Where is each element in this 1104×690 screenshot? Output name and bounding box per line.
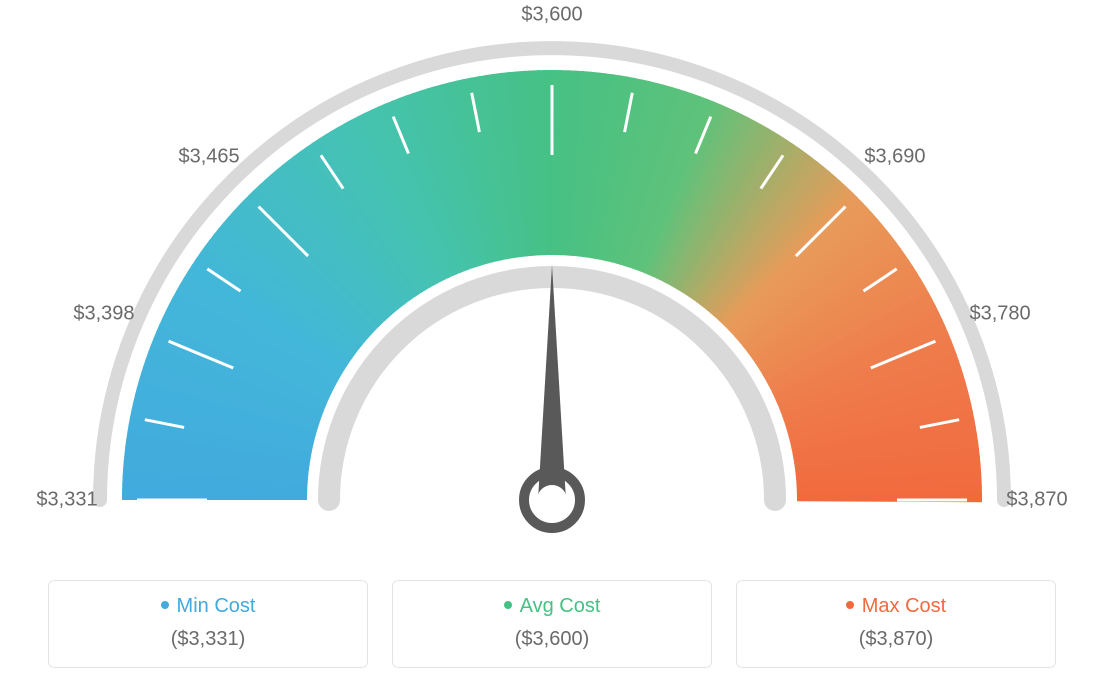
legend-row: Min Cost ($3,331) Avg Cost ($3,600) Max … [48, 580, 1056, 668]
legend-title-avg: Avg Cost [393, 595, 711, 618]
legend-card-max: Max Cost ($3,870) [736, 580, 1056, 668]
legend-value-avg: ($3,600) [393, 628, 711, 651]
gauge: $3,331 $3,398 $3,465 $3,600 $3,690 $3,780 $3,8… [0, 0, 1104, 560]
legend-value-min: ($3,331) [49, 628, 367, 651]
gauge-tick-label: $3,465 [178, 146, 239, 169]
gauge-tick-label: $3,600 [521, 4, 582, 27]
gauge-tick-label: $3,690 [864, 146, 925, 169]
legend-dot-avg [504, 601, 512, 609]
legend-label-max: Max Cost [862, 595, 946, 617]
gauge-hub-inner [537, 485, 567, 515]
legend-label-min: Min Cost [177, 595, 256, 617]
legend-dot-max [846, 601, 854, 609]
legend-dot-min [161, 601, 169, 609]
legend-title-max: Max Cost [737, 595, 1055, 618]
legend-card-avg: Avg Cost ($3,600) [392, 580, 712, 668]
legend-label-avg: Avg Cost [520, 595, 601, 617]
legend-value-max: ($3,870) [737, 628, 1055, 651]
gauge-tick-label: $3,780 [969, 303, 1030, 326]
gauge-tick-label: $3,331 [36, 489, 97, 512]
legend-card-min: Min Cost ($3,331) [48, 580, 368, 668]
legend-title-min: Min Cost [49, 595, 367, 618]
gauge-chart-container: $3,331 $3,398 $3,465 $3,600 $3,690 $3,780 $3,8… [0, 0, 1104, 690]
gauge-tick-label: $3,398 [73, 303, 134, 326]
gauge-tick-label: $3,870 [1006, 489, 1067, 512]
gauge-needle [538, 265, 566, 500]
